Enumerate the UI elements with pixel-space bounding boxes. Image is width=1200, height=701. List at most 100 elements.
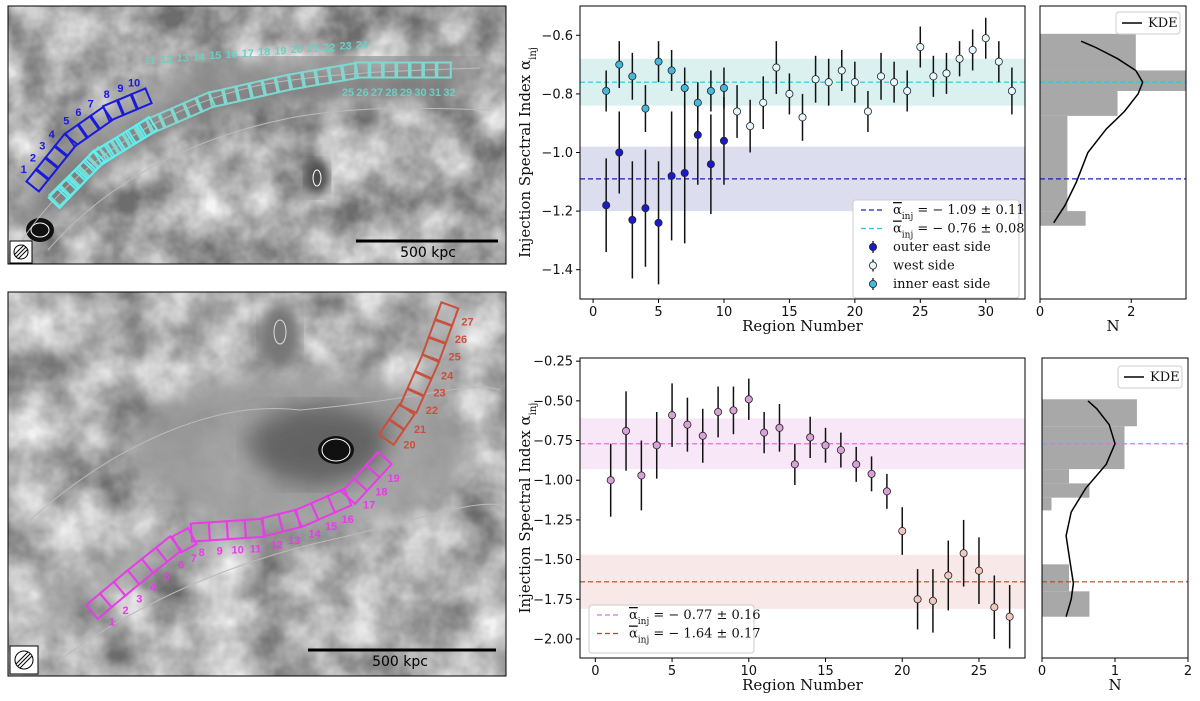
data-point — [882, 487, 891, 496]
outer-east-region-label: 5 — [63, 116, 69, 128]
x-tick-label: 15 — [817, 664, 834, 679]
magenta-region-label: 10 — [231, 545, 243, 557]
outer-east-region-label: 7 — [88, 99, 94, 111]
plot-frame — [579, 357, 1026, 659]
data-point — [890, 78, 899, 87]
x-tick-label: 20 — [894, 664, 911, 679]
west-region-label: 13 — [176, 53, 188, 65]
west-region-label: 16 — [225, 49, 237, 61]
x-tick-label: 5 — [668, 664, 676, 679]
outer-east-region-label: 6 — [75, 107, 81, 119]
outer-east-region-label: 4 — [49, 129, 56, 141]
y-tick-label: −1.00 — [533, 474, 573, 489]
x-tick-label: 20 — [847, 305, 864, 320]
data-point — [683, 420, 692, 429]
magenta-region-box — [364, 450, 394, 479]
data-point — [680, 169, 689, 178]
legend-label: west side — [893, 259, 955, 274]
data-point — [955, 54, 964, 63]
magenta-region-label: 1 — [109, 616, 115, 628]
legend-marker — [869, 242, 878, 251]
magenta-region-label: 13 — [288, 535, 300, 547]
magenta-region-label: 3 — [136, 593, 142, 605]
y-tick-label: −1.0 — [541, 146, 573, 161]
west-region-label: 26 — [356, 87, 368, 99]
inner-east-region-box — [81, 149, 106, 174]
beam-icon — [9, 240, 33, 264]
data-point — [719, 84, 728, 93]
inner-east-region-box — [73, 158, 98, 183]
data-point — [837, 66, 846, 75]
outer-east-region-box — [88, 105, 114, 131]
data-point — [602, 86, 611, 95]
west-region-box — [47, 183, 72, 208]
legend-marker — [869, 261, 878, 270]
red-region-label: 26 — [455, 334, 467, 346]
data-point — [929, 72, 938, 81]
legend-label: αinj = − 0.77 ± 0.16 — [629, 608, 760, 627]
west-region-label: 17 — [242, 48, 254, 60]
west-region-box — [286, 71, 307, 91]
data-point — [990, 603, 999, 612]
data-point — [836, 446, 845, 455]
magenta-region-label: 19 — [387, 473, 399, 485]
outer-east-region-label: 2 — [30, 152, 36, 164]
x-tick-label: 5 — [654, 305, 662, 320]
data-point — [719, 136, 728, 145]
magenta-region-label: 18 — [375, 486, 387, 498]
west-region-box — [354, 61, 372, 79]
west-region-box — [407, 61, 425, 79]
x-tick-label: 0 — [1036, 305, 1044, 320]
x-tick-label: 15 — [781, 305, 798, 320]
west-region-box — [233, 82, 255, 103]
y-tick-label: −0.25 — [533, 355, 573, 370]
red-region-label: 20 — [403, 440, 415, 452]
kde-curve — [1053, 40, 1144, 224]
red-region-label: 27 — [461, 316, 473, 328]
magenta-region-label: 8 — [199, 547, 205, 559]
data-point — [824, 78, 833, 87]
data-point — [693, 130, 702, 139]
outer-east-region-label: 8 — [104, 89, 110, 101]
west-region-label: 27 — [371, 87, 383, 99]
histogram-bar — [1040, 211, 1086, 226]
x-axis-label: N — [1108, 676, 1121, 694]
west-region-label: 21 — [307, 43, 319, 55]
inner-east-region-box — [64, 167, 89, 192]
histogram-bar — [1042, 591, 1090, 617]
outer-east-region-label: 10 — [128, 77, 140, 89]
y-tick-label: −0.75 — [533, 434, 573, 449]
magenta-region-label: 17 — [363, 500, 375, 512]
x-tick-label: 2 — [1184, 664, 1192, 679]
x-tick-label: 25 — [912, 305, 929, 320]
west-region-box — [156, 106, 180, 130]
data-point — [622, 427, 631, 436]
red-region-label: 25 — [449, 352, 461, 364]
y-tick-label: −1.4 — [541, 263, 573, 278]
legend-marker — [869, 279, 878, 288]
west-region-label: 14 — [193, 51, 206, 63]
histogram-bar — [1042, 483, 1090, 498]
west-region-box — [246, 79, 268, 100]
histogram-bar — [1042, 564, 1070, 592]
west-region-box — [299, 68, 320, 89]
data-point — [968, 45, 977, 54]
data-point — [785, 89, 794, 98]
inner-east-region-box — [55, 176, 80, 201]
data-point — [798, 113, 807, 122]
data-point — [667, 66, 676, 75]
data-point — [615, 60, 624, 69]
data-point — [746, 122, 755, 131]
top-spectral-index-scatter: 0 5 10 15 20 25 30 −1.4 −1.2 −1.0 −0.8 −0.6 Region N… — [516, 5, 1026, 335]
data-point — [759, 98, 768, 107]
magenta-region-label: 12 — [271, 539, 283, 551]
west-region-box — [326, 64, 347, 84]
magenta-region-label: 16 — [341, 514, 353, 526]
x-tick-label: 2 — [1127, 305, 1135, 320]
data-point — [641, 204, 650, 213]
y-tick-label: −0.50 — [533, 394, 573, 409]
magenta-region-label: 7 — [191, 553, 197, 565]
